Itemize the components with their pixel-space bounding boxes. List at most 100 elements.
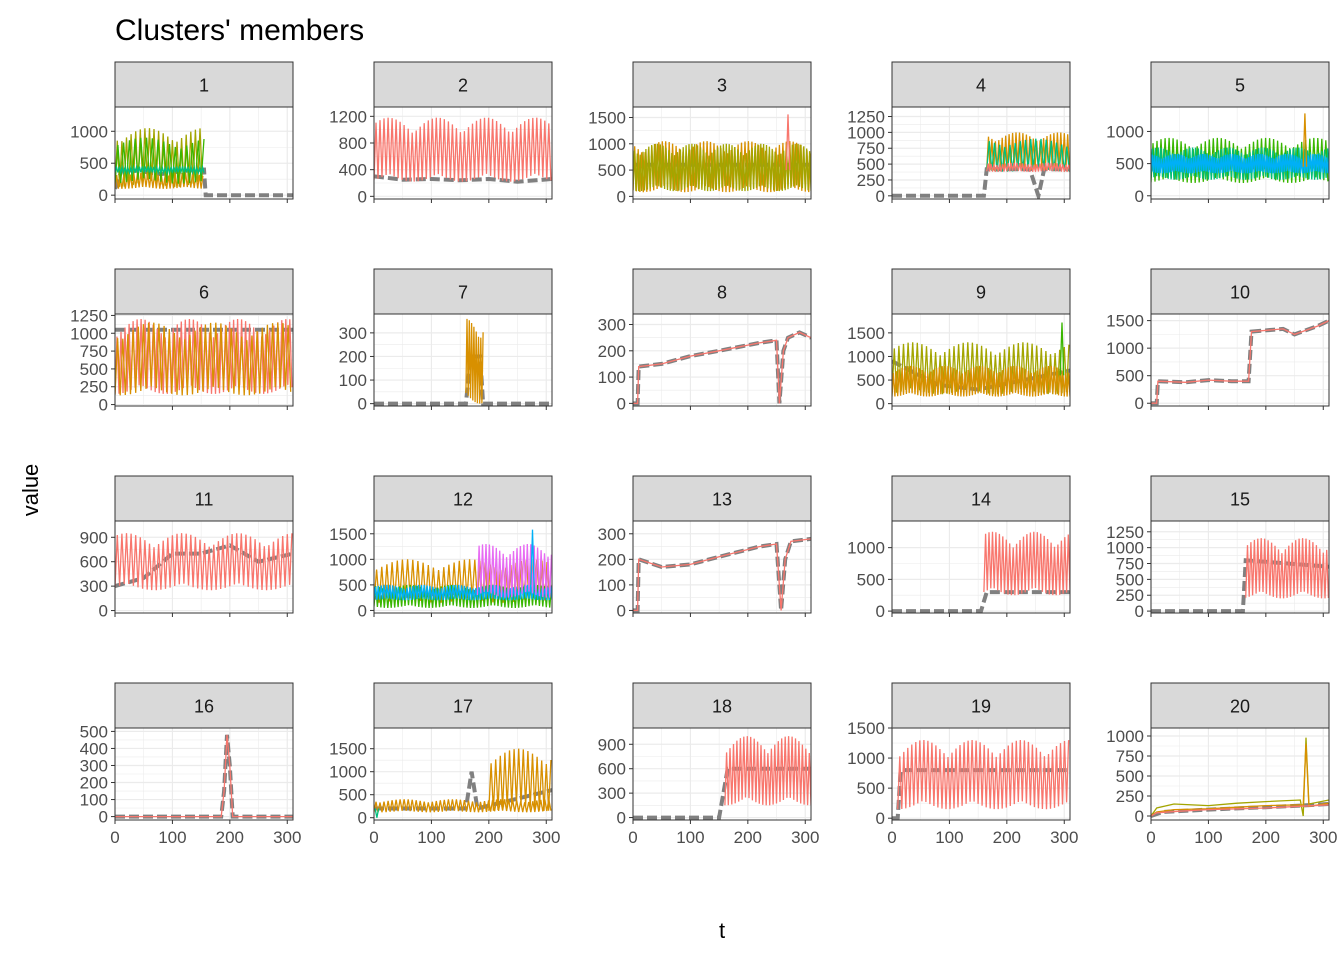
y-tick-label: 1250 [847,108,885,127]
series-line [374,808,380,818]
y-tick-label: 600 [80,553,108,572]
series-line [1151,320,1329,404]
y-tick-label: 0 [358,395,367,414]
facet-strip [632,61,812,108]
y-tick-label: 500 [857,570,885,589]
series-line [633,538,811,612]
panel-border [373,313,553,407]
y-tick-label: 500 [857,155,885,174]
facet-panels: 1050010002040080012003050010001500402505… [70,61,1337,847]
series-line [115,734,293,818]
facet-strip-label: 5 [1235,76,1245,96]
panel-border [632,313,812,407]
facet-panel-3: 3 0 500 1000 1500 [588,61,812,206]
panel-border [1150,727,1330,821]
y-tick-label: 1500 [847,719,885,738]
x-tick-label: 100 [935,828,963,847]
y-tick-label: 0 [99,602,108,621]
x-tick-label: 200 [216,828,244,847]
y-tick-label: 400 [339,161,367,180]
y-tick-label: 1000 [70,122,108,141]
y-tick-label: 1500 [588,109,626,128]
facet-strip-label: 4 [976,76,986,96]
facet-panel-19: 19 0 500 1000 1500 0 100 200 300 [847,682,1078,847]
data-layer [374,117,552,184]
series-line [983,531,1070,596]
y-tick-label: 500 [857,371,885,390]
x-tick-label: 100 [417,828,445,847]
data-layer [1151,318,1329,406]
y-tick-label: 1500 [1106,312,1144,331]
gridlines [1150,521,1329,613]
facet-panel-7: 7 0 100 200 300 [339,268,553,414]
y-tick-label: 1000 [847,749,885,768]
facet-strip-label: 7 [458,283,468,303]
data-layer [1151,737,1329,818]
y-tick-label: 1500 [847,324,885,343]
y-tick-label: 1000 [1106,122,1144,141]
facet-panel-8: 8 0 100 200 300 [598,268,812,413]
y-tick-label: 0 [876,809,885,828]
y-tick-label: 200 [80,774,108,793]
data-layer [1151,538,1329,613]
facet-strip-label: 17 [453,697,473,717]
y-tick-label: 1500 [329,740,367,759]
cluster-center-line [633,766,811,820]
series-line [724,736,811,806]
facet-panel-14: 14 0 500 1000 [847,475,1071,621]
facet-strip-label: 9 [976,283,986,303]
y-tick-label: 500 [339,786,367,805]
y-tick-label: 0 [1135,602,1144,621]
facet-strip-label: 18 [712,697,732,717]
y-tick-label: 1250 [1106,523,1144,542]
data-layer [892,531,1070,613]
data-layer [374,529,552,608]
chart-title: Clusters' members [115,14,364,47]
facet-strip-label: 12 [453,490,473,510]
y-tick-label: 1500 [329,525,367,544]
y-tick-label: 0 [1135,187,1144,206]
facet-strip [114,475,294,522]
y-tick-label: 0 [358,809,367,828]
y-tick-label: 300 [80,577,108,596]
series-line [785,114,791,171]
x-tick-label: 100 [1194,828,1222,847]
y-tick-label: 0 [617,394,626,413]
panel-border [1150,520,1330,614]
data-layer [115,533,293,591]
facet-strip [891,682,1071,729]
y-tick-label: 250 [1116,787,1144,806]
series-line [897,739,1070,810]
panel-border [632,520,812,614]
panel-background [1151,521,1329,613]
x-tick-label: 300 [1050,828,1078,847]
y-tick-label: 500 [80,360,108,379]
facet-strip [1150,475,1330,522]
y-tick-label: 0 [1135,807,1144,826]
facet-panel-11: 11 0 300 600 900 [80,475,294,621]
facet-strip [1150,682,1330,729]
facet-strip-label: 19 [971,697,991,717]
x-tick-label: 0 [628,828,637,847]
series-line [1151,153,1329,174]
y-tick-label: 300 [598,525,626,544]
y-tick-label: 300 [598,316,626,335]
series-line [115,322,292,396]
y-tick-label: 0 [358,601,367,620]
y-tick-label: 1000 [1106,539,1144,558]
x-tick-label: 200 [475,828,503,847]
y-tick-label: 300 [339,324,367,343]
y-tick-label: 1000 [70,324,108,343]
data-layer [892,322,1070,397]
data-layer [374,318,552,406]
facet-strip [891,268,1071,315]
series-line [115,164,205,176]
panel-background [1151,314,1329,406]
x-tick-label: 0 [369,828,378,847]
y-tick-label: 0 [1135,394,1144,413]
x-tick-label: 300 [532,828,560,847]
facet-strip [373,61,553,108]
